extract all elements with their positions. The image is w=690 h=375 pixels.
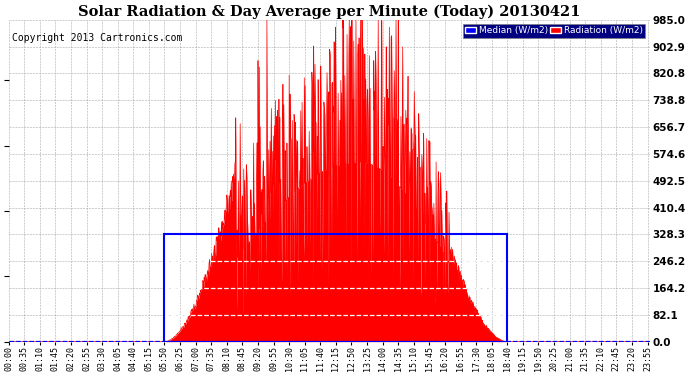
Title: Solar Radiation & Day Average per Minute (Today) 20130421: Solar Radiation & Day Average per Minute… <box>78 4 580 18</box>
Bar <box>164 234 507 342</box>
Legend: Median (W/m2), Radiation (W/m2): Median (W/m2), Radiation (W/m2) <box>463 24 645 38</box>
Text: Copyright 2013 Cartronics.com: Copyright 2013 Cartronics.com <box>12 33 182 43</box>
